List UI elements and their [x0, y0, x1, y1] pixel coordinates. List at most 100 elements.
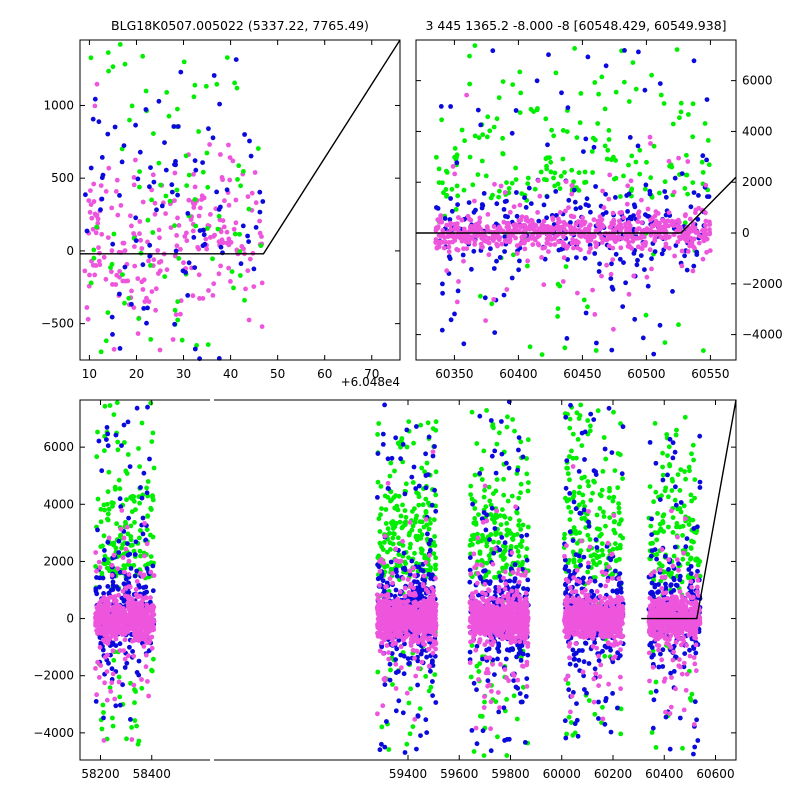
data-point [126, 605, 131, 610]
data-point [481, 448, 487, 454]
data-point [109, 562, 115, 568]
x-tick-label: 60400 [499, 367, 537, 381]
data-point [253, 225, 259, 230]
data-point [701, 348, 706, 353]
data-point [517, 69, 523, 75]
data-point [138, 632, 143, 638]
data-point [561, 255, 567, 261]
data-point [455, 202, 460, 208]
data-point [98, 506, 104, 512]
data-point [627, 244, 633, 250]
data-point [141, 644, 147, 649]
data-point [378, 512, 383, 518]
data-point [110, 503, 115, 509]
data-point [147, 184, 152, 190]
data-point [146, 299, 152, 304]
data-point [150, 230, 156, 235]
data-point [517, 691, 523, 696]
data-point [110, 579, 116, 585]
data-point [645, 283, 651, 289]
data-point [102, 632, 107, 638]
data-point [184, 183, 190, 189]
data-point [502, 548, 508, 553]
data-point [669, 164, 675, 170]
data-point [573, 206, 579, 212]
data-point [437, 219, 443, 225]
data-point [234, 85, 240, 91]
y-tick-label: −500 [41, 317, 74, 331]
data-point [504, 753, 510, 758]
data-point [163, 211, 169, 217]
data-point [504, 521, 510, 526]
data-point [170, 337, 176, 342]
data-point [611, 326, 616, 332]
data-point [109, 261, 115, 267]
data-point [414, 513, 419, 519]
data-point [181, 260, 186, 266]
data-point [381, 651, 386, 656]
data-point [88, 202, 94, 208]
data-point [156, 227, 162, 233]
data-point [131, 498, 137, 504]
data-point [395, 535, 401, 541]
data-point [400, 623, 406, 629]
data-point [242, 132, 248, 137]
data-point [517, 224, 523, 230]
data-point [590, 170, 595, 175]
data-point [201, 232, 207, 238]
data-point [435, 224, 441, 230]
data-point [148, 554, 154, 559]
data-point [557, 186, 563, 192]
data-point [596, 91, 601, 97]
data-point [140, 607, 145, 613]
data-point [117, 648, 123, 653]
data-point [461, 341, 467, 347]
data-point [402, 593, 408, 599]
data-point [484, 647, 489, 653]
data-point [137, 548, 143, 554]
data-point [386, 747, 392, 752]
data-point [121, 648, 127, 653]
data-point [480, 132, 486, 138]
data-point [416, 609, 422, 614]
data-point [436, 166, 442, 172]
data-point [563, 264, 569, 269]
data-point [112, 486, 118, 492]
data-point [466, 216, 472, 222]
data-point [115, 447, 121, 453]
data-point [662, 340, 668, 345]
data-point [135, 276, 141, 281]
data-point [99, 196, 105, 202]
data-point [490, 48, 496, 54]
data-point [474, 643, 480, 649]
data-point [416, 502, 422, 508]
data-point [691, 263, 697, 269]
data-point [379, 592, 384, 598]
data-point [499, 535, 505, 540]
data-point [412, 590, 418, 596]
data-point [484, 560, 490, 566]
data-point [94, 224, 100, 230]
data-point [105, 489, 111, 495]
data-point [145, 561, 151, 567]
data-point [433, 576, 438, 581]
data-point [129, 737, 135, 742]
data-point [195, 244, 201, 250]
data-point [459, 217, 465, 223]
data-point [469, 728, 475, 733]
data-point [116, 674, 122, 680]
x-tick-label: 20 [129, 367, 144, 381]
data-point [565, 244, 571, 249]
data-point [656, 224, 661, 229]
data-point [408, 625, 414, 630]
data-point [111, 346, 117, 352]
data-point [98, 183, 104, 189]
right-x-ticks: 60350 60400 60450 60500 60550 [435, 40, 729, 381]
data-point [684, 152, 689, 158]
data-point [516, 435, 522, 440]
data-point [145, 479, 151, 484]
data-point [486, 252, 492, 258]
data-point [386, 607, 392, 613]
data-point [636, 209, 642, 215]
data-point [594, 340, 599, 346]
